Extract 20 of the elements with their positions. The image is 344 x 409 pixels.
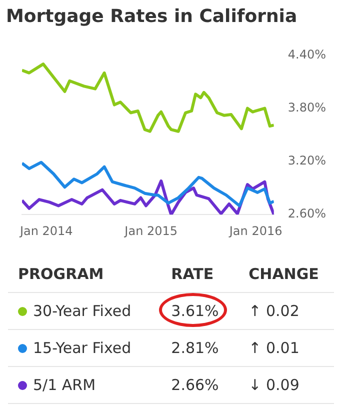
x-tick-label: Jan 2014 xyxy=(18,224,73,238)
text: ↓ 0.09 xyxy=(248,366,334,404)
x-tick-label: Jan 2016 xyxy=(228,224,282,238)
chart-title: Mortgage Rates in California xyxy=(6,6,298,27)
text: 2.81% xyxy=(171,339,219,357)
y-tick-label: 4.40% xyxy=(288,47,326,62)
legend-label: 5/1 ARM xyxy=(8,366,172,404)
text: 3.61% xyxy=(171,302,219,320)
legend-label: 30-Year Fixed xyxy=(8,292,172,330)
x-tick-label: Jan 2015 xyxy=(124,224,178,238)
y-tick-label: 3.80% xyxy=(288,100,326,114)
legend-label: 15-Year Fixed xyxy=(8,330,172,366)
text: 2.66% xyxy=(171,376,219,394)
text: CHANGE xyxy=(248,256,334,292)
text: PROGRAM xyxy=(8,256,172,292)
text: ↑ 0.02 xyxy=(248,292,334,330)
text: ↑ 0.01 xyxy=(248,330,334,366)
text: RATE xyxy=(171,256,249,292)
y-tick-label: 2.60% xyxy=(288,206,326,221)
y-tick-label: 3.20% xyxy=(288,154,326,168)
